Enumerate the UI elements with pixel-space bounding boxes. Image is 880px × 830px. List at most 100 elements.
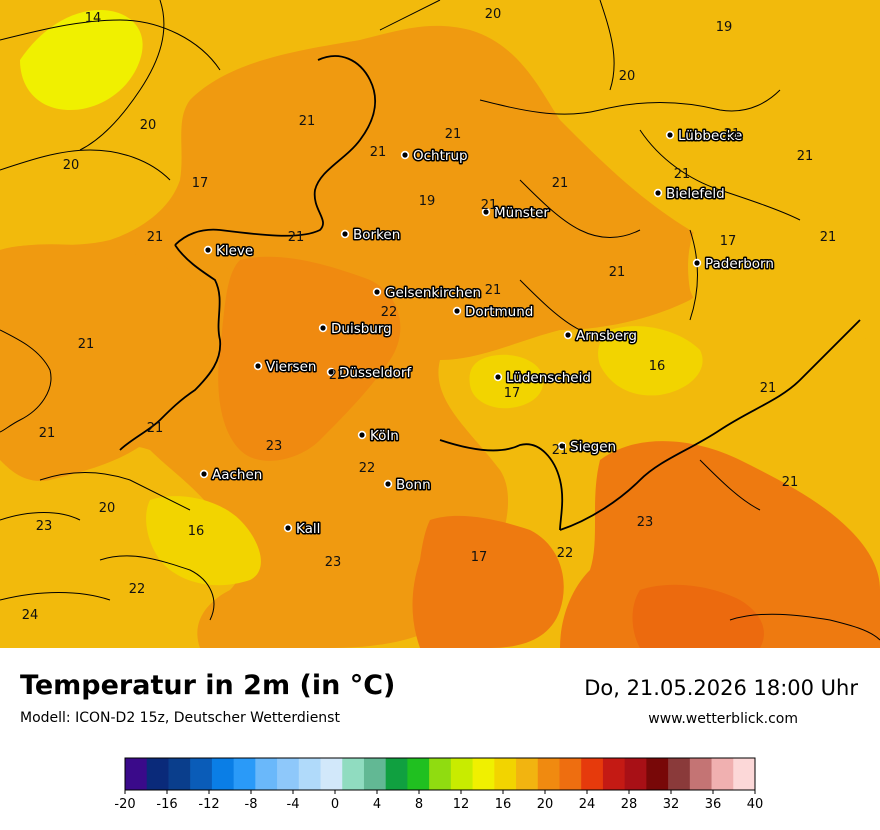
city-label: Borken (353, 227, 400, 243)
city-marker (374, 289, 380, 295)
city-marker (667, 132, 673, 138)
temperature-field-17-center (469, 354, 544, 409)
isotherm-label: 21 (39, 426, 56, 441)
legend-color-swatch (733, 758, 756, 790)
isotherm-label: 14 (85, 11, 102, 26)
city-marker (255, 363, 261, 369)
legend-color-swatch (668, 758, 691, 790)
temperature-field-16 (598, 326, 703, 396)
city-label: Gelsenkirchen (385, 285, 481, 301)
city-marker (320, 325, 326, 331)
legend-color-swatch (277, 758, 300, 790)
legend-color-swatch (429, 758, 452, 790)
legend-tick-label: 0 (331, 797, 339, 812)
isotherm-label: 19 (419, 194, 436, 209)
temperature-field-23-south (412, 515, 564, 648)
isotherm-label: 17 (192, 176, 209, 191)
legend-color-swatch (646, 758, 669, 790)
legend-color-swatch (125, 758, 148, 790)
legend-color-swatch (190, 758, 213, 790)
temperature-field-22 (218, 256, 401, 461)
city-label: Düsseldorf (339, 365, 412, 381)
chart-title: Temperatur in 2m (in °C) (20, 670, 396, 701)
website-link[interactable]: www.wetterblick.com (648, 711, 798, 727)
city-label: Viersen (266, 359, 316, 375)
legend-tick-label: 28 (621, 797, 638, 812)
isotherm-label: 23 (266, 439, 283, 454)
color-legend: -20 -16 -12 -8 -4 0 4 8 12 16 20 24 28 32 36 40 (114, 757, 763, 812)
isotherm-label: 20 (619, 69, 636, 84)
isotherm-label: 22 (359, 461, 376, 476)
legend-tick-label: 32 (663, 797, 680, 812)
city-marker (359, 432, 365, 438)
legend-tick-label: 16 (495, 797, 512, 812)
isotherm-label: 21 (724, 127, 741, 142)
temperature-map: Ochtrup Lübbecke Bielefeld Münster Borken Kle… (0, 0, 880, 648)
city-marker (483, 209, 489, 215)
isotherm-label: 21 (78, 337, 95, 352)
city-label: Siegen (570, 439, 616, 455)
legend-color-swatch (168, 758, 191, 790)
isotherm-label: 21 (760, 381, 777, 396)
isotherm-label: 20 (485, 7, 502, 22)
legend-tick-label: 20 (537, 797, 554, 812)
map-canvas: Ochtrup Lübbecke Bielefeld Münster Borken Kle… (0, 0, 880, 648)
isotherm-label: 23 (637, 515, 654, 530)
legend-color-swatch (363, 758, 387, 790)
legend-color-swatch (472, 758, 495, 790)
city-label: Paderborn (705, 256, 774, 272)
isotherm-label: 21 (674, 167, 691, 182)
isotherm-label: 21 (288, 230, 305, 245)
legend-color-swatch (320, 758, 343, 790)
isotherm-label: 23 (36, 519, 53, 534)
isotherm-label: 21 (797, 149, 814, 164)
temperature-field-24 (632, 584, 764, 648)
legend-color-swatch (146, 758, 169, 790)
city-label: Lübbecke (678, 128, 742, 144)
isotherm-label: 21 (147, 421, 164, 436)
legend-color-swatch (342, 758, 365, 790)
isotherm-label: 20 (63, 158, 80, 173)
legend-frame (124, 757, 756, 791)
city-label: Duisburg (331, 321, 392, 337)
isotherm-label: 17 (504, 386, 521, 401)
city-marker (495, 374, 501, 380)
isotherm-label: 20 (99, 501, 116, 516)
city-label: Bonn (396, 477, 431, 493)
isotherm-label: 17 (720, 234, 737, 249)
city-marker (694, 260, 700, 266)
legend-tick-label: -4 (287, 797, 300, 812)
isotherm-label: 22 (329, 368, 346, 383)
isotherm-label: 21 (147, 230, 164, 245)
isotherm-label: 21 (782, 475, 799, 490)
legend-color-swatch (537, 758, 560, 790)
city-marker (454, 308, 460, 314)
city-label: Kall (296, 521, 320, 537)
legend-tick-label: 12 (453, 797, 470, 812)
city-label: Münster (494, 205, 549, 221)
district-borders (0, 0, 880, 641)
legend-tick-label: 24 (579, 797, 596, 812)
isotherm-label: 23 (325, 555, 342, 570)
model-source: Modell: ICON-D2 15z, Deutscher Wetterdie… (20, 710, 340, 726)
legend-color-swatch (581, 758, 604, 790)
temperature-field-14 (20, 10, 143, 110)
legend-tick-label: -8 (245, 797, 258, 812)
city-marker (328, 369, 334, 375)
legend-color-swatch (450, 758, 473, 790)
legend-color-swatch (711, 758, 734, 790)
city-marker (655, 190, 661, 196)
isotherm-label: 24 (22, 608, 39, 623)
legend-color-swatch (385, 758, 408, 790)
city-marker (559, 443, 565, 449)
isotherm-label: 21 (485, 283, 502, 298)
legend-tick-label: 8 (415, 797, 423, 812)
legend-color-swatch (624, 758, 647, 790)
city-marker (285, 525, 291, 531)
footer: Temperatur in 2m (in °C) Modell: ICON-D2… (0, 648, 880, 830)
isotherm-label: 21 (609, 265, 626, 280)
legend-color-swatch (298, 758, 321, 790)
legend-color-swatch (407, 758, 430, 790)
city-label: Aachen (212, 467, 262, 483)
isotherm-label: 16 (649, 359, 666, 374)
